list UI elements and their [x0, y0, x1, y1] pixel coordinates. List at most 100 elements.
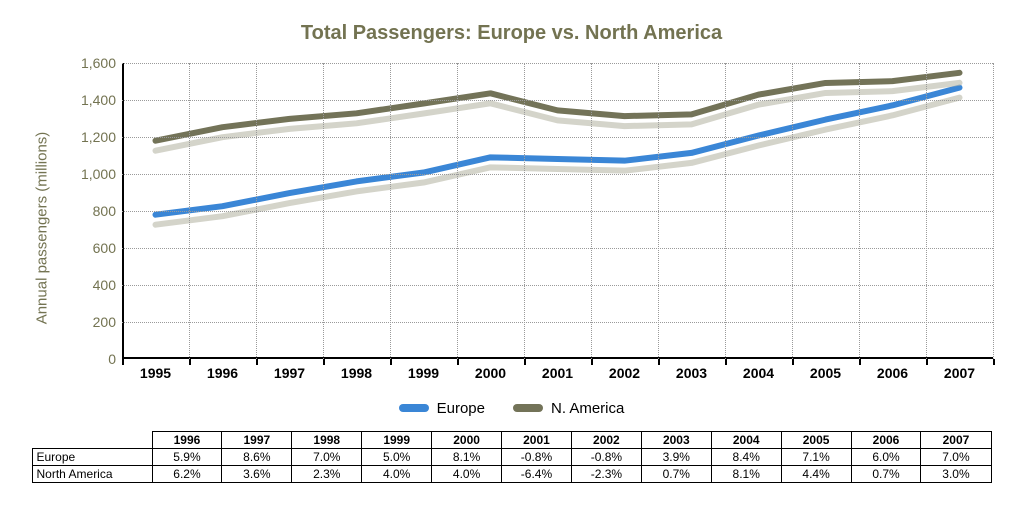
chart-area: Annual passengers (millions) 02004006008…: [60, 63, 993, 393]
x-tick-mark: [457, 359, 459, 365]
table-cell: 6.0%: [851, 448, 921, 465]
x-tick-mark: [725, 359, 727, 365]
x-tick-mark: [524, 359, 526, 365]
gridline-vertical: [189, 63, 190, 359]
x-tick-mark: [792, 359, 794, 365]
x-tick-mark: [323, 359, 325, 365]
table-cell: 3.6%: [222, 465, 292, 482]
growth-table: 1996199719981999200020012002200320042005…: [32, 431, 992, 483]
table-cell: -0.8%: [502, 448, 572, 465]
x-tick-mark: [859, 359, 861, 365]
table-year-header: 1996: [152, 431, 222, 448]
legend-item: N. America: [513, 400, 624, 417]
gridline-horizontal: [122, 285, 993, 286]
gridline-vertical: [591, 63, 592, 359]
table-cell: 5.0%: [362, 448, 432, 465]
gridline-vertical: [792, 63, 793, 359]
table-row-label: North America: [32, 465, 152, 482]
gridline-vertical: [256, 63, 257, 359]
table-blank-header: [32, 431, 152, 448]
gridline-vertical: [390, 63, 391, 359]
y-tick-label: 1,600: [81, 55, 122, 71]
legend-swatch: [513, 404, 543, 412]
x-tick-label: 1997: [274, 359, 305, 381]
table-year-header: 1997: [222, 431, 292, 448]
table-cell: 8.6%: [222, 448, 292, 465]
table-cell: -2.3%: [571, 465, 641, 482]
x-tick-mark: [658, 359, 660, 365]
series-line: [156, 88, 960, 215]
y-tick-label: 0: [108, 351, 122, 367]
table-cell: 8.1%: [432, 448, 502, 465]
table-cell: 7.1%: [781, 448, 851, 465]
table-cell: 4.0%: [362, 465, 432, 482]
table-cell: 7.0%: [292, 448, 362, 465]
legend-swatch: [399, 404, 429, 412]
chart-title: Total Passengers: Europe vs. North Ameri…: [20, 22, 1003, 45]
table-year-header: 2000: [432, 431, 502, 448]
gridline-vertical: [457, 63, 458, 359]
table-cell: 4.0%: [432, 465, 502, 482]
gridline-vertical: [993, 63, 994, 359]
table-cell: 5.9%: [152, 448, 222, 465]
table-year-header: 2006: [851, 431, 921, 448]
table-year-header: 2004: [711, 431, 781, 448]
x-tick-mark: [926, 359, 928, 365]
table-year-header: 2001: [502, 431, 572, 448]
x-tick-label: 2002: [609, 359, 640, 381]
gridline-vertical: [658, 63, 659, 359]
table-row: Europe5.9%8.6%7.0%5.0%8.1%-0.8%-0.8%3.9%…: [32, 448, 991, 465]
table-year-header: 2003: [641, 431, 711, 448]
x-tick-label: 2000: [475, 359, 506, 381]
table-cell: 0.7%: [851, 465, 921, 482]
y-axis-label: Annual passengers (millions): [34, 132, 51, 325]
gridline-vertical: [926, 63, 927, 359]
x-tick-label: 2006: [877, 359, 908, 381]
legend-label: Europe: [437, 400, 485, 417]
gridline-horizontal: [122, 248, 993, 249]
x-tick-label: 1995: [140, 359, 171, 381]
table-cell: 4.4%: [781, 465, 851, 482]
gridline-vertical: [725, 63, 726, 359]
y-tick-label: 600: [93, 240, 122, 256]
table-cell: 7.0%: [921, 448, 991, 465]
chart-legend: Europe N. America: [20, 399, 1003, 417]
gridline-horizontal: [122, 174, 993, 175]
x-tick-label: 2005: [810, 359, 841, 381]
plot-region: 02004006008001,0001,2001,4001,6001995199…: [122, 63, 993, 359]
y-tick-label: 200: [93, 314, 122, 330]
x-tick-label: 1996: [207, 359, 238, 381]
x-tick-mark: [591, 359, 593, 365]
y-tick-label: 1,200: [81, 129, 122, 145]
table-year-header: 2002: [571, 431, 641, 448]
y-tick-label: 1,000: [81, 166, 122, 182]
x-tick-label: 2004: [743, 359, 774, 381]
table-cell: 0.7%: [641, 465, 711, 482]
x-tick-mark: [993, 359, 995, 365]
gridline-horizontal: [122, 211, 993, 212]
table-cell: 8.4%: [711, 448, 781, 465]
x-tick-mark: [189, 359, 191, 365]
x-tick-label: 1999: [408, 359, 439, 381]
x-tick-mark: [122, 359, 124, 365]
x-tick-label: 1998: [341, 359, 372, 381]
y-tick-label: 800: [93, 203, 122, 219]
x-tick-mark: [256, 359, 258, 365]
x-tick-label: 2003: [676, 359, 707, 381]
table-row: North America6.2%3.6%2.3%4.0%4.0%-6.4%-2…: [32, 465, 991, 482]
table-cell: 3.0%: [921, 465, 991, 482]
x-tick-label: 2001: [542, 359, 573, 381]
gridline-horizontal: [122, 322, 993, 323]
gridline-vertical: [323, 63, 324, 359]
gridline-vertical: [524, 63, 525, 359]
legend-label: N. America: [551, 400, 624, 417]
table-year-header: 1999: [362, 431, 432, 448]
gridline-horizontal: [122, 137, 993, 138]
table-year-header: 1998: [292, 431, 362, 448]
gridline-vertical: [859, 63, 860, 359]
gridline-horizontal: [122, 100, 993, 101]
x-tick-label: 2007: [944, 359, 975, 381]
table-cell: -0.8%: [571, 448, 641, 465]
table-year-header: 2007: [921, 431, 991, 448]
legend-item: Europe: [399, 400, 485, 417]
